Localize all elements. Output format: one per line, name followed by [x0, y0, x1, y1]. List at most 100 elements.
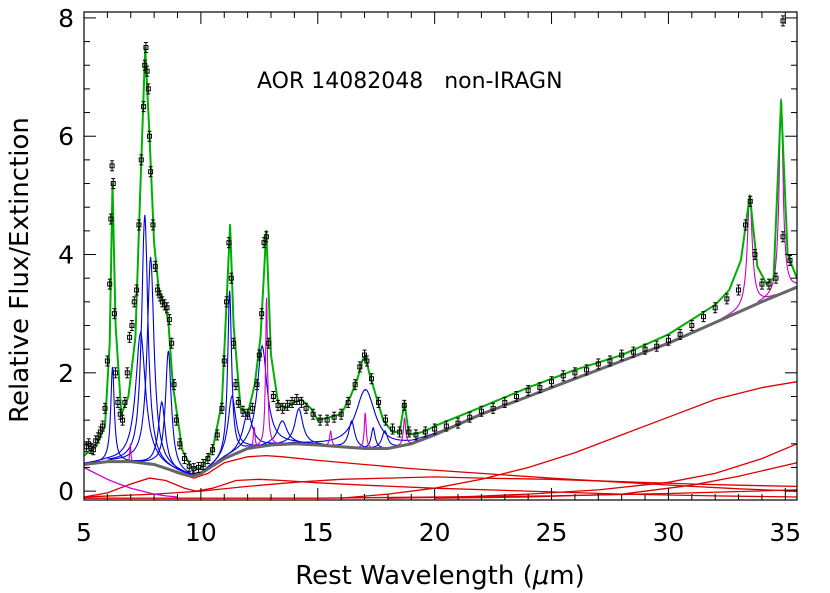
data-point-106	[525, 385, 531, 397]
data-point-37	[157, 290, 163, 302]
point-marker	[113, 370, 119, 376]
point-marker	[455, 420, 461, 426]
point-marker	[607, 358, 613, 364]
data-point-129	[766, 278, 772, 290]
data-point-67	[259, 308, 265, 320]
data-point-102	[478, 405, 484, 417]
y-tick-label-2: 4	[58, 241, 74, 270]
data-point-53	[214, 429, 220, 441]
data-point-27	[141, 101, 147, 113]
point-marker	[177, 441, 183, 447]
data-point-81	[324, 414, 330, 426]
data-point-124	[736, 284, 742, 296]
point-marker	[443, 423, 449, 429]
data-point-108	[549, 376, 555, 388]
data-point-45	[177, 438, 183, 450]
point-marker	[221, 358, 227, 364]
point-marker	[275, 402, 281, 408]
x-tick-label-4: 25	[536, 518, 568, 547]
point-marker	[131, 299, 137, 305]
point-marker	[152, 263, 158, 269]
data-point-46	[182, 453, 188, 465]
point-marker	[129, 323, 135, 329]
point-marker	[572, 370, 578, 376]
data-point-131	[780, 231, 786, 243]
continuum-total-line	[83, 285, 798, 478]
data-point-31	[145, 83, 151, 95]
point-marker	[665, 337, 671, 343]
point-marker	[136, 222, 142, 228]
point-marker	[284, 402, 290, 408]
point-marker	[122, 399, 128, 405]
data-point-32	[146, 130, 152, 142]
point-marker	[773, 275, 779, 281]
data-point-128	[759, 278, 765, 290]
data-point-77	[298, 396, 304, 408]
data-point-64	[249, 402, 255, 414]
x-tick-label-2: 15	[302, 518, 334, 547]
emission-line-3	[252, 297, 281, 448]
point-marker	[266, 340, 272, 346]
point-marker	[467, 414, 473, 420]
point-marker	[224, 299, 230, 305]
data-point-109	[560, 370, 566, 382]
point-marker	[390, 426, 396, 432]
data-point-33	[148, 166, 154, 178]
point-marker	[210, 447, 216, 453]
data-point-25	[136, 219, 142, 231]
data-point-12	[109, 160, 115, 172]
continuum-component-3	[341, 381, 798, 499]
data-point-127	[752, 249, 758, 261]
data-point-130	[773, 272, 779, 284]
point-marker	[345, 399, 351, 405]
data-point-86	[357, 361, 363, 373]
data-point-85	[352, 379, 358, 391]
data-point-99	[443, 420, 449, 432]
x-tick-label-5: 30	[653, 518, 685, 547]
point-marker	[127, 334, 133, 340]
point-marker	[689, 323, 695, 329]
data-point-80	[317, 414, 323, 426]
data-point-3	[90, 444, 96, 456]
data-point-51	[205, 453, 211, 465]
data-point-69	[263, 231, 269, 243]
data-point-52	[210, 444, 216, 456]
continuum-component-5	[434, 462, 798, 499]
x-axis-title-suffix: m)	[549, 561, 584, 591]
curves-layer	[83, 46, 798, 499]
emission-line-8	[757, 98, 797, 303]
data-point-7	[100, 420, 106, 432]
data-point-30	[144, 65, 150, 77]
point-marker	[338, 411, 344, 417]
point-marker	[259, 311, 265, 317]
data-point-120	[689, 320, 695, 332]
data-point-74	[284, 399, 290, 411]
data-point-82	[331, 411, 337, 423]
line-baseline-curve	[83, 466, 178, 498]
point-marker	[261, 240, 267, 246]
point-marker	[231, 340, 237, 346]
point-marker	[432, 426, 438, 432]
point-marker	[478, 408, 484, 414]
point-marker	[219, 405, 225, 411]
data-point-28	[142, 59, 148, 71]
data-point-62	[240, 405, 246, 417]
point-marker	[191, 466, 197, 472]
data-point-105	[513, 390, 519, 402]
point-marker	[111, 311, 117, 317]
y-axis-title: Relative Flux/Extinction	[5, 117, 35, 423]
point-marker	[214, 432, 220, 438]
point-marker	[235, 399, 241, 405]
point-marker	[134, 287, 140, 293]
point-marker	[654, 343, 660, 349]
data-point-132	[787, 254, 793, 266]
point-marker	[138, 157, 144, 163]
point-marker	[228, 275, 234, 281]
data-point-121	[700, 311, 706, 323]
x-tick-label-3: 20	[419, 518, 451, 547]
data-point-58	[228, 272, 234, 284]
point-marker	[303, 405, 309, 411]
point-marker	[324, 417, 330, 423]
point-marker	[226, 240, 232, 246]
data-point-103	[490, 402, 496, 414]
